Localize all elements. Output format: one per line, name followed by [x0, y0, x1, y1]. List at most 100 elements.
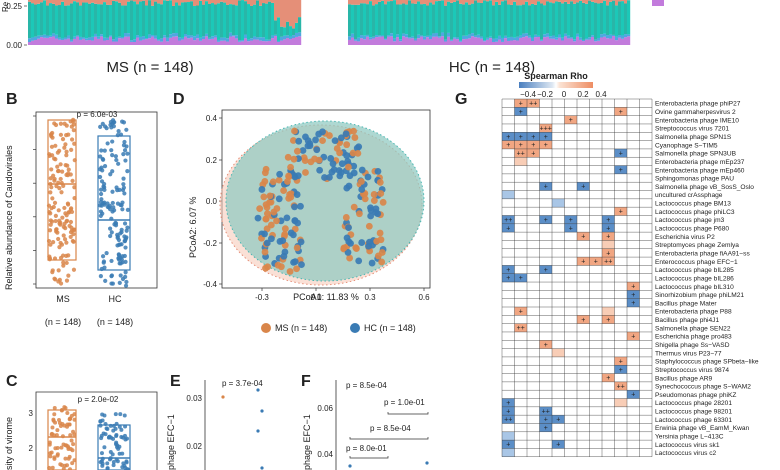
heatmap-cell [502, 431, 515, 441]
heatmap-row-label: Salmonella phage vB_SosS_Oslo [655, 184, 754, 191]
heatmap-row-label: Thermus virus P23−77 [655, 350, 722, 357]
heatmap-cell [602, 315, 615, 324]
heatmap-cell [539, 215, 552, 224]
panel-f-letter: F [301, 373, 311, 390]
heatmap-cell [552, 198, 565, 208]
svg-text:+: + [506, 408, 510, 415]
svg-text:+: + [506, 275, 510, 282]
svg-text:++: ++ [504, 217, 512, 224]
svg-text:0.3: 0.3 [364, 293, 376, 302]
colorbar-title: Spearman Rho [524, 71, 588, 81]
svg-text:+: + [619, 367, 623, 374]
svg-text:+: + [631, 300, 635, 307]
panel-f-tick-006: 0.06 [317, 404, 333, 413]
heatmap-cell [614, 165, 627, 174]
svg-text:++: ++ [617, 383, 625, 390]
heatmap-row-label: Ovine gammaherpesvirus 2 [655, 109, 736, 116]
heatmap-cell [527, 99, 540, 108]
svg-text:+: + [619, 358, 623, 365]
heatmap-row-label: Enterobacteria phage IME10 [655, 117, 739, 124]
heatmap-cell [602, 232, 615, 241]
svg-text:-0.2: -0.2 [203, 239, 217, 248]
heatmap-cell [627, 390, 640, 399]
box-hc [97, 135, 131, 271]
panel-c-y-label: sity of virome [4, 417, 14, 470]
svg-text:-0.4: -0.4 [203, 280, 217, 289]
svg-text:+: + [606, 234, 610, 241]
heatmap-cell [539, 415, 552, 424]
svg-text:+: + [581, 234, 585, 241]
svg-text:+: + [519, 134, 523, 141]
svg-text:+: + [619, 109, 623, 116]
panel-b-points [46, 117, 130, 288]
panel-f-tick-004: 0.04 [317, 450, 333, 459]
panel-b: B Relative abundance of Caudovirales p =… [4, 91, 158, 327]
panel-b-cat-ms: MS [56, 294, 70, 304]
heatmap-cell [502, 140, 515, 149]
heatmap-cell [602, 373, 615, 382]
heatmap-cell [602, 215, 615, 224]
stacked-bars-hc [348, 0, 631, 45]
svg-text:+: + [506, 400, 510, 407]
heatmap-row-label: Cyanophage S−TIM5 [655, 142, 718, 149]
svg-text:0.4: 0.4 [206, 114, 218, 123]
svg-text:+: + [631, 392, 635, 399]
svg-text:-0.3: -0.3 [255, 293, 269, 302]
heatmap-cell [552, 415, 565, 424]
heatmap-cell [552, 440, 565, 449]
svg-text:++: ++ [604, 259, 612, 266]
panel-c-p-value: p = 2.0e-02 [78, 395, 119, 404]
heatmap-cell [602, 240, 615, 249]
panel-a-tick-025: 0.25 [6, 2, 22, 11]
heatmap-cell [614, 107, 627, 116]
heatmap-row-label: Streptococcus virus 7201 [655, 126, 729, 133]
panel-e-points [221, 388, 264, 470]
svg-text:+: + [606, 375, 610, 382]
heatmap-row-label: uncultured crAssphage [655, 192, 723, 199]
panel-b-y-ticks [33, 115, 36, 285]
svg-text:+: + [531, 134, 535, 141]
heatmap-cell [502, 265, 515, 274]
heatmap-row-label: Lactococcus phage P680 [655, 226, 729, 233]
heatmap-row-label: Lactococcus phage bIL310 [655, 284, 734, 291]
svg-text:+: + [619, 150, 623, 157]
heatmap-cell [527, 148, 540, 158]
svg-text:+: + [519, 309, 523, 316]
group-label-ms: MS (n = 148) [106, 59, 193, 76]
heatmap-row-label: Lactococcus virus sk1 [655, 442, 720, 449]
panel-c: C sity of virome p = 2.0e-02 3 2 [4, 373, 158, 470]
svg-text:+: + [506, 267, 510, 274]
heatmap-cell [614, 356, 627, 366]
heatmap-cell [502, 398, 515, 407]
heatmap-row-label: Sinorhizobium phage phiLM21 [655, 292, 744, 299]
heatmap-cell [602, 307, 615, 316]
heatmap-cell [577, 257, 590, 266]
heatmap-cell [539, 423, 552, 432]
svg-text:+: + [581, 259, 585, 266]
heatmap-cell [514, 157, 527, 166]
colorbar [519, 82, 593, 88]
panel-a-y-label: Re [1, 1, 10, 12]
heatmap-cell [502, 440, 515, 449]
heatmap-cell [502, 448, 515, 457]
svg-text:+: + [506, 225, 510, 232]
heatmap-row-label: Pseudomonas phage phiKZ [655, 392, 736, 399]
heatmap-row-label: Lactococcus phage BM13 [655, 201, 731, 208]
heatmap-row-label: Lactococcus virus c2 [655, 450, 717, 457]
box-ms [47, 119, 77, 261]
heatmap-cell [564, 223, 577, 233]
heatmap-cell [502, 215, 515, 224]
svg-text:+: + [544, 267, 548, 274]
heatmap-cell [577, 315, 590, 324]
heatmap-cell [539, 140, 552, 149]
svg-text:0.2: 0.2 [206, 156, 218, 165]
svg-text:+: + [556, 417, 560, 424]
svg-text:+: + [606, 225, 610, 232]
panel-b-frame [35, 111, 158, 289]
heatmap-cell [514, 307, 527, 316]
group-label-hc: HC (n = 148) [449, 59, 535, 76]
svg-text:0.6: 0.6 [418, 293, 430, 302]
legend-dot-ms [261, 323, 271, 333]
colorbar-tick: 0.4 [595, 90, 607, 99]
